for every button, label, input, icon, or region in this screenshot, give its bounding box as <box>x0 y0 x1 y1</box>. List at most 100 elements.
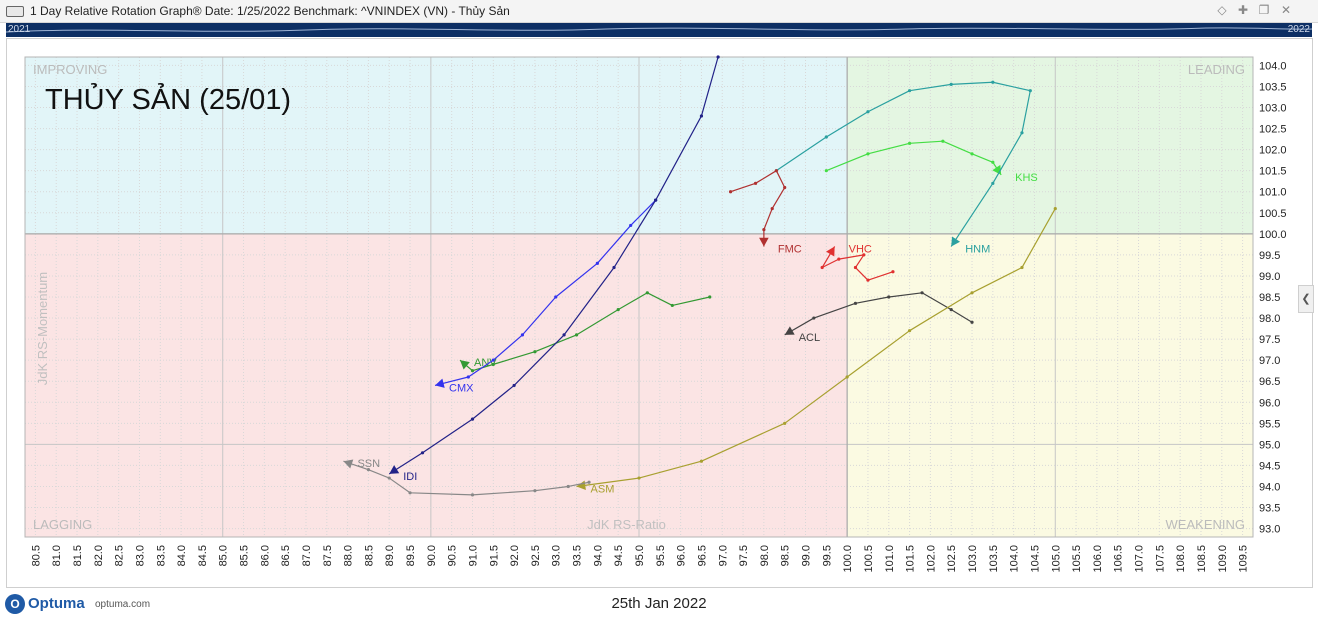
tail-point-asm <box>970 291 974 295</box>
y-tick-label: 95.0 <box>1259 439 1280 451</box>
series-fmc[interactable]: FMC <box>728 169 802 255</box>
tail-point-vhc <box>853 265 858 270</box>
tail-point-asm <box>699 459 704 463</box>
series-acl[interactable]: ACL <box>784 291 974 344</box>
x-tick-label: 92.0 <box>509 545 521 566</box>
tail-point-ssn <box>366 468 371 472</box>
tail-point-anv <box>708 295 712 299</box>
brand-name: Optuma <box>28 595 85 612</box>
series-label-cmx: CMX <box>449 382 474 394</box>
y-tick-label: 98.0 <box>1259 313 1280 325</box>
tail-point-anv <box>491 362 495 366</box>
x-tick-label: 93.5 <box>572 545 584 566</box>
x-tick-label: 81.5 <box>72 545 84 566</box>
x-tick-label: 94.0 <box>592 545 604 566</box>
side-panel-toggle[interactable]: ❮ <box>1298 285 1314 313</box>
tail-point-fmc <box>783 185 787 190</box>
x-tick-label: 99.5 <box>821 545 833 566</box>
x-tick-label: 109.0 <box>1217 545 1229 573</box>
y-tick-label: 102.0 <box>1259 145 1287 157</box>
pin-icon[interactable]: ✚ <box>1237 3 1249 17</box>
x-tick-label: 103.0 <box>967 545 979 573</box>
x-tick-label: 91.0 <box>467 545 479 566</box>
footer-date: 25th Jan 2022 <box>611 595 707 612</box>
tail-point-ssn <box>387 476 391 480</box>
head-marker-acl[interactable] <box>784 326 795 335</box>
tail-point-vhc <box>820 265 824 270</box>
series-cmx[interactable]: CMX <box>434 198 658 395</box>
series-label-acl: ACL <box>799 332 820 344</box>
series-anv[interactable]: ANV <box>459 291 712 373</box>
x-tick-label: 89.5 <box>405 545 417 566</box>
x-tick-label: 101.0 <box>884 545 896 573</box>
x-tick-label: 104.5 <box>1029 545 1041 573</box>
x-tick-label: 107.5 <box>1154 545 1166 573</box>
head-marker-anv[interactable] <box>460 360 470 370</box>
tail-point-ssn <box>408 491 412 495</box>
head-marker-ssn[interactable] <box>343 459 354 469</box>
tail-point-anv <box>533 350 537 354</box>
tail-point-vhc <box>891 270 895 274</box>
x-tick-label: 83.0 <box>134 545 146 566</box>
head-marker-fmc[interactable] <box>759 237 769 247</box>
close-icon[interactable]: ✕ <box>1280 3 1292 17</box>
x-tick-label: 94.5 <box>613 545 625 566</box>
series-label-idi: IDI <box>403 471 417 483</box>
tail-point-hnm <box>866 110 870 114</box>
x-tick-label: 91.5 <box>488 545 500 566</box>
series-label-hnm: HNM <box>965 243 990 255</box>
x-tick-label: 104.0 <box>1009 545 1021 573</box>
x-tick-label: 107.0 <box>1134 545 1146 573</box>
head-marker-cmx[interactable] <box>435 378 445 388</box>
y-tick-label: 99.0 <box>1259 271 1280 283</box>
head-marker-vhc[interactable] <box>826 246 835 257</box>
tail-point-acl <box>812 316 816 320</box>
x-tick-label: 88.5 <box>363 545 375 566</box>
tail-point-asm <box>637 476 641 480</box>
tail-point-cmx <box>595 261 599 265</box>
tail-point-hnm <box>907 89 912 93</box>
quadrant-label-weakening: WEAKENING <box>1166 517 1245 532</box>
tail-point-cmx <box>466 375 470 379</box>
footer: O Optuma optuma.com 25th Jan 2022 <box>0 588 1318 620</box>
tail-point-asm <box>907 329 912 333</box>
x-tick-label: 88.0 <box>343 545 355 566</box>
head-marker-hnm[interactable] <box>951 236 961 247</box>
x-tick-label: 81.0 <box>51 545 63 566</box>
rrg-chart[interactable]: IMPROVING LEADING LAGGING WEAKENING THỦY SẢN… <box>7 39 1312 587</box>
tail-point-hnm <box>1020 131 1024 135</box>
tail-point-khs <box>941 139 945 143</box>
head-marker-idi[interactable] <box>389 465 400 474</box>
app-icon <box>6 6 24 17</box>
y-tick-label: 103.5 <box>1259 81 1287 93</box>
window-titlebar: 1 Day Relative Rotation Graph® Date: 1/2… <box>0 0 1318 23</box>
x-tick-label: 90.0 <box>426 545 438 566</box>
tail-point-asm <box>1053 206 1057 211</box>
x-tick-label: 86.0 <box>259 545 271 566</box>
tail-point-idi <box>420 451 425 455</box>
x-tick-label: 108.0 <box>1175 545 1187 573</box>
y-tick-label: 103.0 <box>1259 103 1287 115</box>
x-tick-label: 98.5 <box>780 545 792 566</box>
timeline-slider[interactable]: 2021 2022 <box>6 23 1312 37</box>
series-hnm[interactable]: HNM <box>774 80 1032 256</box>
optuma-logo-mark: O <box>5 594 25 614</box>
series-khs[interactable]: KHS <box>824 139 1038 184</box>
plot-border <box>24 56 1254 538</box>
tail-point-anv <box>645 291 649 295</box>
series-label-anv: ANV <box>474 357 497 369</box>
series-ssn[interactable]: SSN <box>343 458 591 497</box>
x-tick-label: 82.5 <box>114 545 126 566</box>
tail-point-ssn <box>533 489 537 493</box>
diamond-icon[interactable]: ◇ <box>1217 3 1227 17</box>
tail-point-vhc <box>862 253 866 257</box>
y-tick-label: 101.0 <box>1259 187 1287 199</box>
x-tick-label: 96.0 <box>676 545 688 566</box>
x-tick-label: 90.5 <box>447 545 459 566</box>
series-idi[interactable]: IDI <box>388 55 720 483</box>
x-tick-label: 101.5 <box>905 545 917 573</box>
series-vhc[interactable]: VHC <box>820 243 895 282</box>
x-tick-label: 97.5 <box>738 545 750 566</box>
x-tick-label: 98.0 <box>759 545 771 566</box>
restore-icon[interactable]: ❐ <box>1258 3 1270 17</box>
